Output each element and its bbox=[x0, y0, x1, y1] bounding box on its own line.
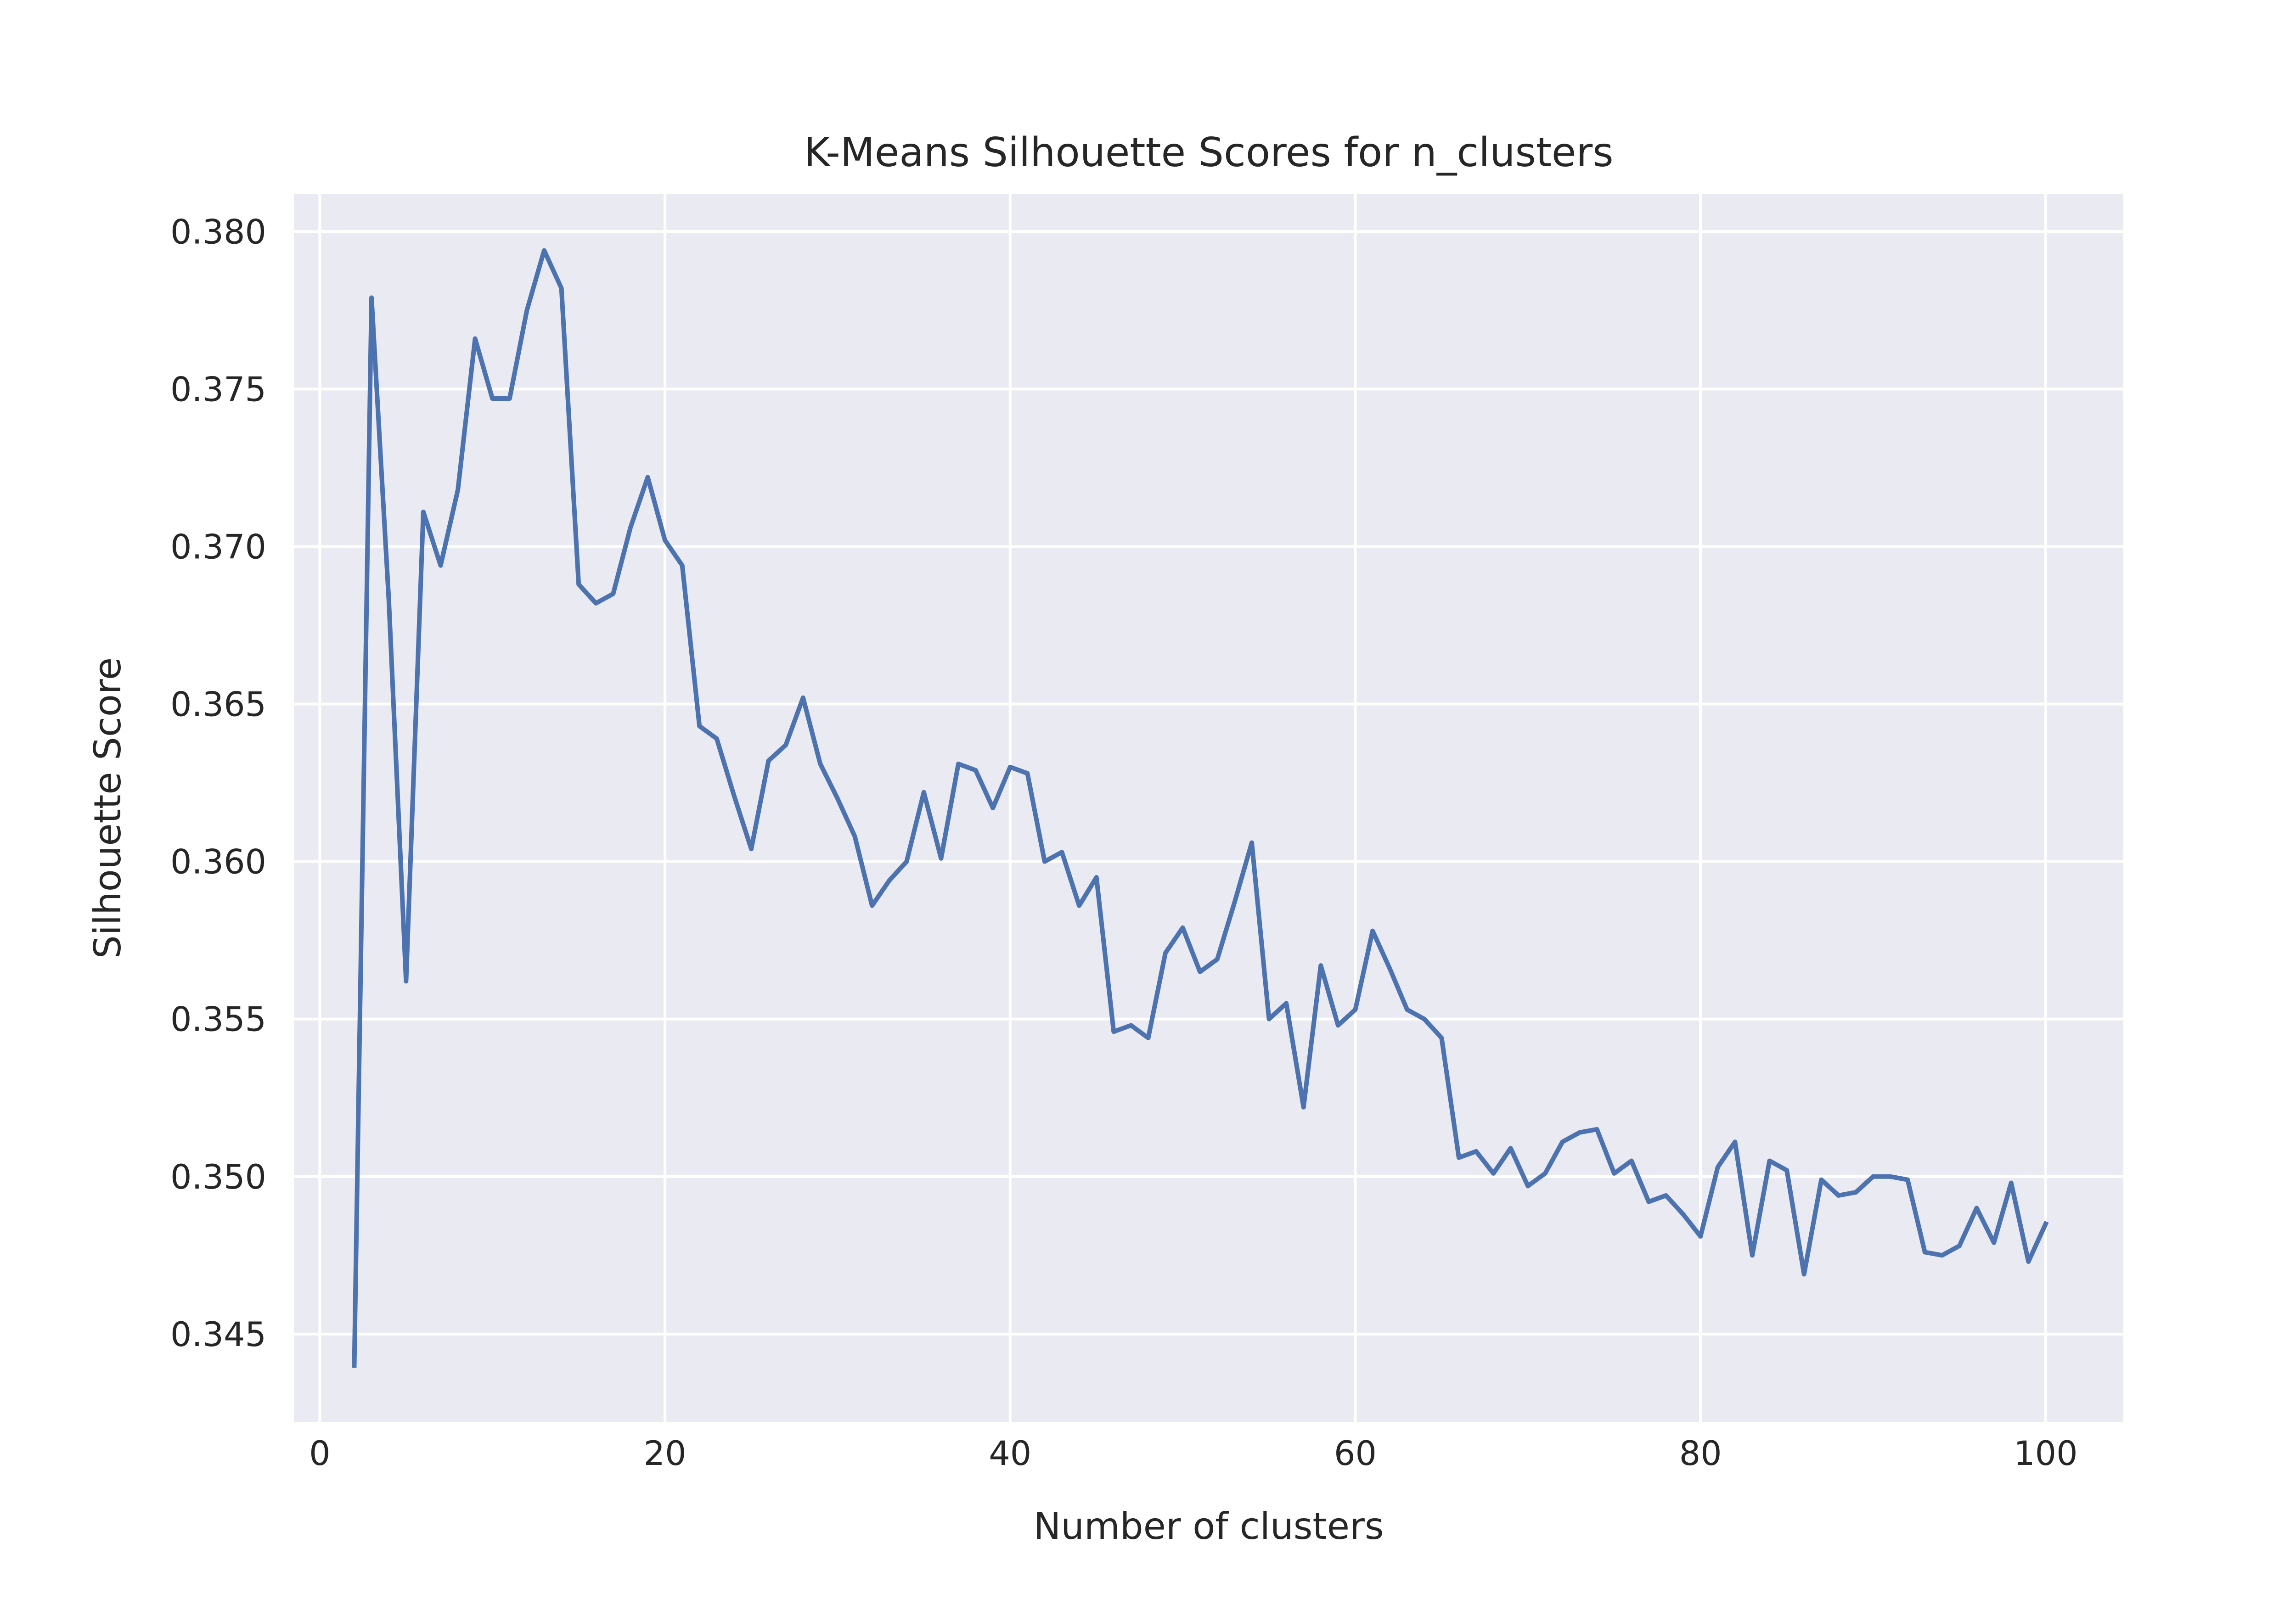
x-tick-label: 60 bbox=[1334, 1434, 1377, 1473]
y-tick-label: 0.345 bbox=[170, 1315, 266, 1354]
x-axis-ticks: 0 20 40 60 80 100 bbox=[309, 1434, 2077, 1473]
y-tick-label: 0.375 bbox=[170, 370, 266, 409]
x-tick-label: 100 bbox=[2014, 1434, 2077, 1473]
plot-area bbox=[294, 194, 2123, 1422]
y-tick-label: 0.360 bbox=[170, 843, 266, 882]
y-axis-ticks: 0.345 0.350 0.355 0.360 0.365 0.370 0.375 0.380 bbox=[170, 213, 266, 1354]
chart-title: K-Means Silhouette Scores for n_clusters bbox=[804, 129, 1613, 176]
y-tick-label: 0.380 bbox=[170, 213, 266, 252]
series-layer bbox=[352, 248, 2049, 1368]
y-tick-label: 0.370 bbox=[170, 527, 266, 567]
x-tick-label: 80 bbox=[1679, 1434, 1722, 1473]
x-axis-label: Number of clusters bbox=[1033, 1505, 1384, 1548]
x-tick-label: 0 bbox=[309, 1434, 330, 1473]
x-tick-label: 20 bbox=[644, 1434, 687, 1473]
series-line bbox=[352, 248, 2049, 1368]
x-tick-label: 40 bbox=[989, 1434, 1031, 1473]
y-tick-label: 0.365 bbox=[170, 685, 266, 724]
y-tick-label: 0.350 bbox=[170, 1158, 266, 1197]
grid bbox=[294, 194, 2123, 1422]
y-axis-label: Silhouette Score bbox=[86, 657, 129, 959]
y-tick-label: 0.355 bbox=[170, 1000, 266, 1039]
